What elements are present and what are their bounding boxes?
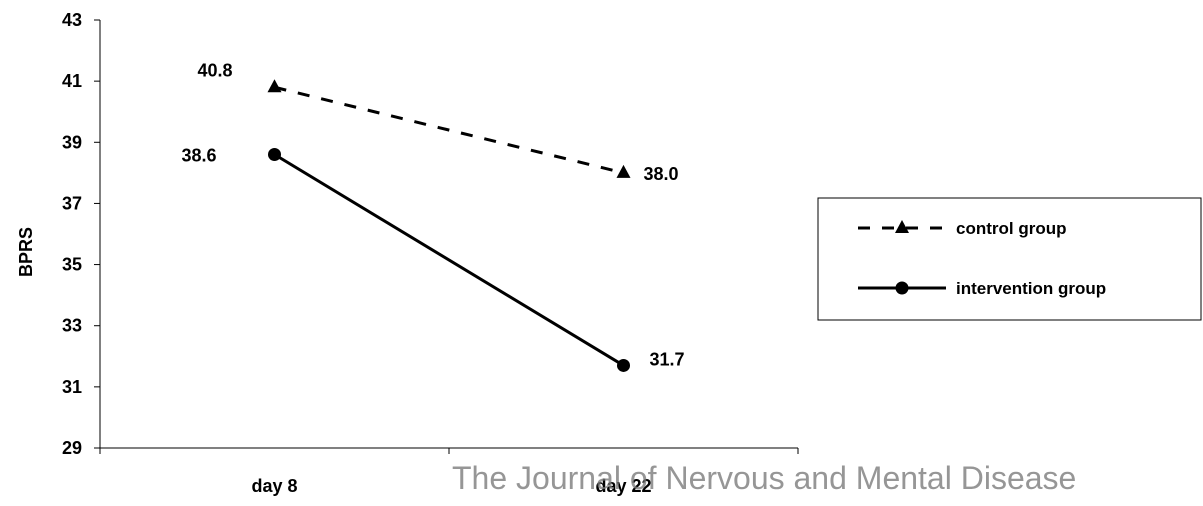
series-1: 38.6 31.7	[181, 146, 685, 372]
x-tick-label: day 22	[595, 476, 651, 496]
y-axis-label: BPRS	[16, 227, 36, 277]
series-line	[273, 153, 625, 367]
data-point-marker	[267, 79, 282, 93]
data-label: 40.8	[197, 60, 232, 80]
x-tick-label: day 8	[251, 476, 297, 496]
watermark-text: The Journal of Nervous and Mental Diseas…	[452, 460, 1077, 496]
data-point-marker	[616, 164, 631, 178]
y-tick-labels: 29 31 33 35 37 39 41 43	[62, 10, 82, 458]
y-tick-label: 33	[62, 316, 82, 336]
y-tick-label: 35	[62, 255, 82, 275]
y-tick-label: 29	[62, 438, 82, 458]
data-label: 38.0	[644, 164, 679, 184]
data-point-marker	[268, 148, 281, 162]
y-tick-label: 39	[62, 132, 82, 152]
legend-label: intervention group	[956, 279, 1106, 298]
data-label: 38.6	[181, 146, 216, 166]
data-point-marker	[617, 358, 630, 372]
data-label: 31.7	[650, 349, 685, 369]
x-tick-labels: day 8 day 22	[251, 476, 651, 496]
series-layer: 40.8 38.0 38.6 31.7	[181, 60, 685, 372]
y-tick-label: 43	[62, 10, 82, 30]
y-tick-label: 41	[62, 71, 82, 91]
legend: control group intervention group	[817, 197, 1202, 321]
axes	[94, 19, 799, 454]
series-0: 40.8 38.0	[197, 60, 678, 184]
series-line	[274, 85, 624, 175]
legend-marker	[895, 281, 909, 295]
y-tick-label: 37	[62, 193, 82, 213]
legend-marker	[895, 220, 909, 233]
legend-box	[817, 197, 1202, 321]
y-tick-label: 31	[62, 377, 82, 397]
legend-label: control group	[956, 219, 1066, 238]
